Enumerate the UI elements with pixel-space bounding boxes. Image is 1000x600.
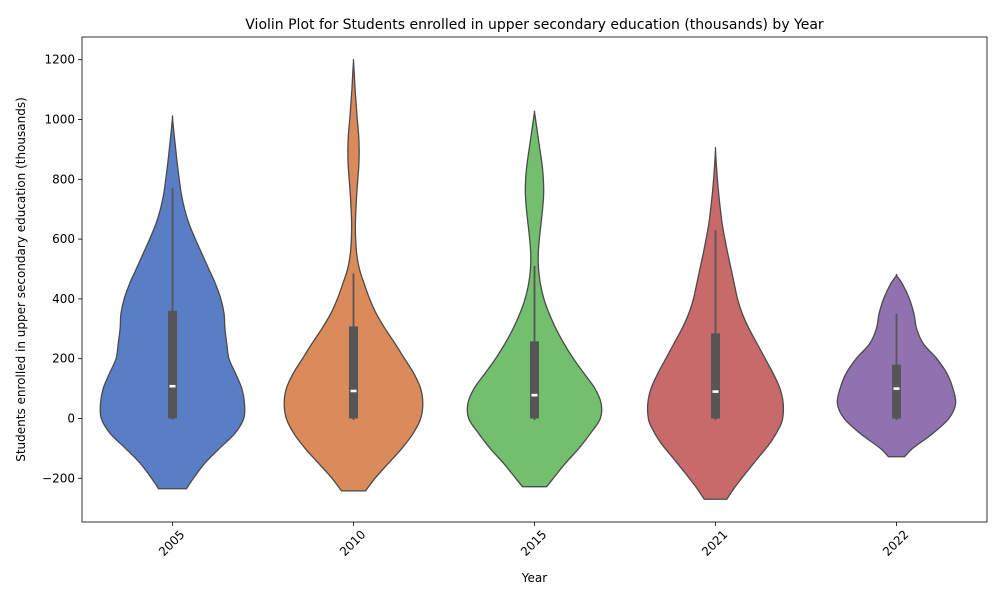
iqr-box-2010 [349, 326, 358, 419]
y-tick-label: 1200 [44, 53, 75, 67]
median-marker-2022 [893, 387, 900, 390]
y-tick-label: 600 [52, 232, 75, 246]
y-tick-label: 1000 [44, 113, 75, 127]
y-axis-title: Students enrolled in upper secondary edu… [14, 97, 28, 462]
y-tick-label: −200 [42, 471, 75, 485]
x-tick-label: 2022 [880, 527, 911, 558]
chart-title: Violin Plot for Students enrolled in upp… [245, 17, 824, 33]
iqr-box-2021 [711, 333, 720, 419]
median-marker-2010 [350, 389, 357, 393]
x-tick-label: 2021 [699, 527, 730, 558]
median-marker-2005 [169, 384, 176, 388]
x-tick-label: 2010 [337, 527, 368, 558]
y-tick-label: 0 [67, 412, 75, 426]
y-tick-label: 200 [52, 352, 75, 366]
median-marker-2021 [712, 390, 719, 393]
axes: −200 0 200 400 600 800 1000 1200 2005 2010 2015 202… [42, 36, 988, 559]
median-marker-2015 [531, 393, 538, 397]
plot-area [99, 58, 957, 500]
y-tick-label: 800 [52, 172, 75, 186]
iqr-box-2022 [892, 364, 901, 419]
x-axis-title: Year [521, 571, 547, 585]
x-tick-label: 2015 [518, 527, 549, 558]
x-tick-label: 2005 [156, 527, 187, 558]
iqr-box-2005 [168, 310, 177, 419]
y-tick-label: 400 [52, 292, 75, 306]
iqr-box-2015 [530, 341, 539, 419]
